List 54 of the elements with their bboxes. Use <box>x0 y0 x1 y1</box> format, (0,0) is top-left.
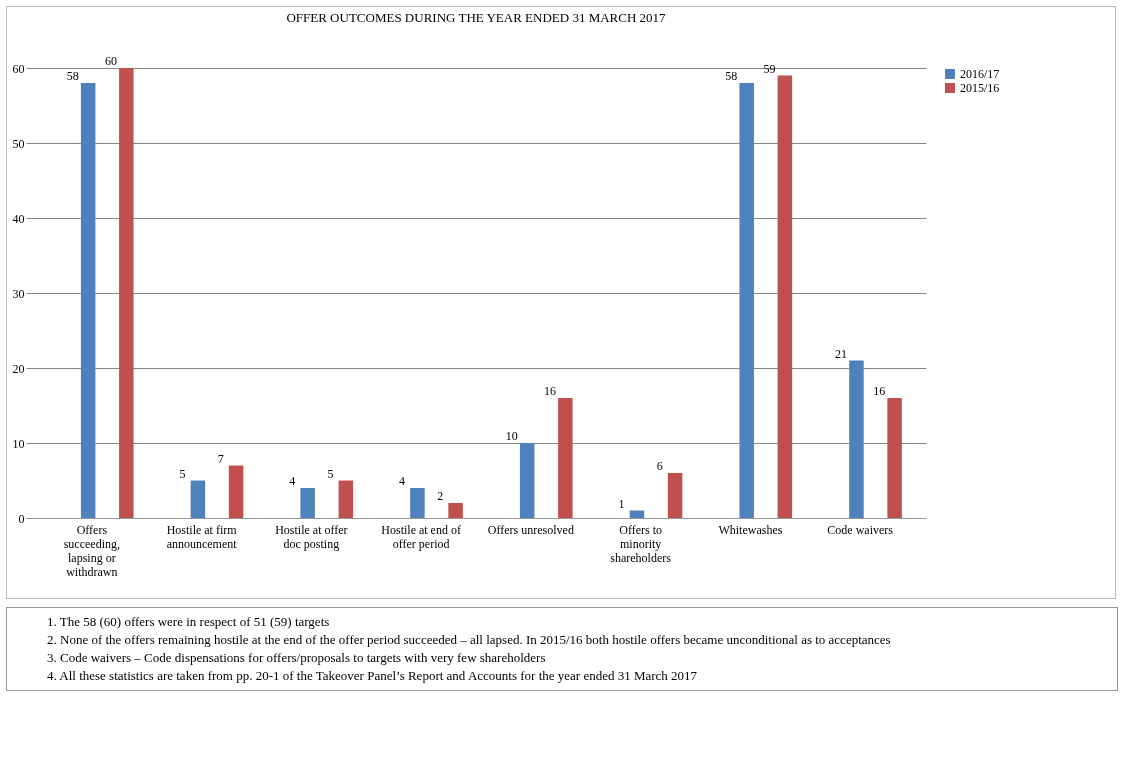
x-tick-label: Hostile at end of offer period <box>381 522 461 551</box>
x-tick-label: Offers unresolved <box>487 522 574 537</box>
text: 2. None of the offers remaining hostile at the end of the offer period succeeded – all lapsed. In 2015/16 both hostile offers became unconditional as to acceptances <box>47 632 892 648</box>
bar <box>849 360 864 518</box>
text: 4. All these statistics are taken from pp. 20-1 of the Takeover Panel’s Report and Accounts for the year ended 31 March 2017 <box>47 668 699 684</box>
bar <box>410 488 425 518</box>
bar <box>887 398 902 518</box>
bar <box>300 488 315 518</box>
x-tick-label: Offers succeeding, lapsing or withdrawn <box>63 522 121 579</box>
bar <box>190 480 206 518</box>
bar <box>119 68 134 518</box>
data-label: 58 <box>725 69 738 83</box>
data-label: 1 <box>618 496 625 511</box>
bar <box>519 443 535 518</box>
data-label: 16 <box>873 384 886 398</box>
data-label: 7 <box>217 451 224 466</box>
chart-title: OFFER OUTCOMES DURING THE YEAR ENDED 31 MARCH 2017 <box>286 10 667 25</box>
data-label: 21 <box>835 346 848 361</box>
data-label: 10 <box>505 429 518 443</box>
bar <box>739 83 754 518</box>
data-label: 2 <box>437 489 444 503</box>
bar <box>80 83 96 518</box>
text: 3. Code waivers – Code dispensations for offers/proposals to targets with very few shareholders <box>47 650 547 666</box>
x-tick-label: Offers to minority shareholders <box>610 522 672 565</box>
data-label: 58 <box>66 69 79 83</box>
y-tick-label: 30 <box>12 286 25 301</box>
y-tick-label: 60 <box>12 61 25 76</box>
x-tick-label: Hostile at firm announcement <box>166 522 238 551</box>
x-tick-label: Code waivers <box>827 522 894 537</box>
text: 1. The 58 (60) offers were in respect of 51 (59) targets <box>47 614 331 630</box>
bar <box>338 480 354 518</box>
x-tick-label: Hostile at offer doc posting <box>275 522 348 551</box>
y-tick-label: 10 <box>12 436 25 451</box>
data-label: 4 <box>399 474 406 488</box>
data-label: 5 <box>327 466 334 481</box>
bar <box>777 75 793 518</box>
y-tick-label: 50 <box>12 136 25 151</box>
y-tick-label: 0 <box>18 511 25 526</box>
bar <box>228 465 244 518</box>
bar <box>448 503 463 518</box>
bar <box>629 510 645 518</box>
y-tick-label: 40 <box>12 211 25 226</box>
data-label: 16 <box>543 384 556 398</box>
bar <box>558 398 573 518</box>
bar <box>667 473 683 518</box>
legend-label: 2015/16 <box>960 81 1000 95</box>
data-label: 4 <box>289 474 296 488</box>
data-label: 59 <box>763 61 776 76</box>
data-label: 60 <box>104 54 117 68</box>
data-label: 6 <box>656 459 663 473</box>
legend-label: 2016/17 <box>960 67 1000 81</box>
x-tick-label: Whitewashes <box>718 522 783 537</box>
data-label: 5 <box>179 466 186 481</box>
y-tick-label: 20 <box>12 361 25 376</box>
